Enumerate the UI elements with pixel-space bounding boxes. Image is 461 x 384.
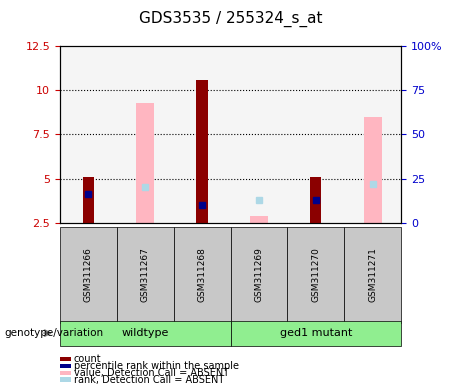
Text: count: count — [74, 354, 101, 364]
Text: GSM311271: GSM311271 — [368, 247, 377, 302]
Text: GDS3535 / 255324_s_at: GDS3535 / 255324_s_at — [139, 11, 322, 27]
Bar — [83, 177, 94, 223]
Text: GSM311270: GSM311270 — [311, 247, 320, 302]
Bar — [250, 216, 268, 223]
Text: ged1 mutant: ged1 mutant — [280, 328, 352, 338]
Text: genotype/variation: genotype/variation — [5, 328, 104, 338]
Bar — [310, 177, 321, 223]
Text: rank, Detection Call = ABSENT: rank, Detection Call = ABSENT — [74, 375, 224, 384]
Text: wildtype: wildtype — [122, 328, 169, 338]
Bar — [136, 103, 154, 223]
Text: GSM311269: GSM311269 — [254, 247, 263, 302]
Text: value, Detection Call = ABSENT: value, Detection Call = ABSENT — [74, 368, 229, 378]
Text: percentile rank within the sample: percentile rank within the sample — [74, 361, 239, 371]
Bar — [364, 117, 382, 223]
Bar — [196, 79, 208, 223]
Text: GSM311266: GSM311266 — [84, 247, 93, 302]
Text: GSM311267: GSM311267 — [141, 247, 150, 302]
Text: GSM311268: GSM311268 — [198, 247, 207, 302]
